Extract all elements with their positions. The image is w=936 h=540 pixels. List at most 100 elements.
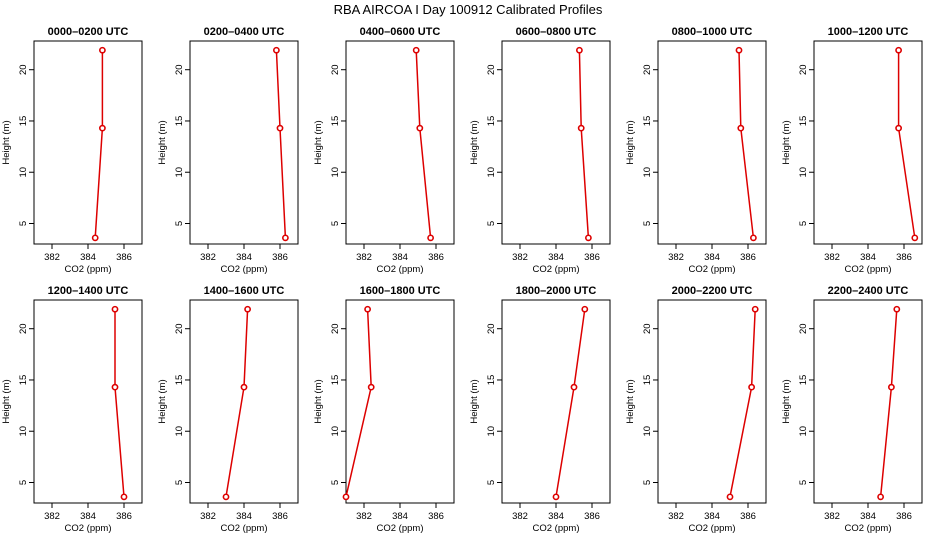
plot-frame <box>813 299 923 504</box>
series-line <box>555 309 586 497</box>
data-point <box>888 383 895 391</box>
data-point <box>911 234 919 242</box>
x-axis-label: CO2 (ppm) <box>533 523 580 534</box>
panel-title: 2200–2400 UTC <box>828 285 909 297</box>
y-tick-label: 5 <box>174 480 185 485</box>
y-tick-label: 10 <box>18 426 29 437</box>
y-tick-label: 5 <box>330 221 341 226</box>
x-axis-label: CO2 (ppm) <box>377 523 424 534</box>
y-tick-label: 20 <box>18 323 29 334</box>
series-line <box>879 309 898 497</box>
y-axis-label: Height (m) <box>1 120 12 164</box>
data-point <box>577 124 585 132</box>
y-tick-label: 5 <box>486 221 497 226</box>
panel-title: 1600–1800 UTC <box>360 285 441 297</box>
x-tick-label: 384 <box>548 252 564 263</box>
plot-frame <box>189 40 299 245</box>
x-tick-label: 386 <box>116 511 132 522</box>
profile-panel: 0600–0800 UTC 382 384 386 CO2 (ppm) 5 10 15 20 He… <box>469 26 611 275</box>
y-tick-label: 15 <box>642 375 653 386</box>
x-axis-label: CO2 (ppm) <box>845 264 892 275</box>
y-tick-label: 15 <box>174 116 185 127</box>
panel-title: 1000–1200 UTC <box>828 26 909 38</box>
data-point <box>272 46 280 54</box>
x-tick-label: 386 <box>896 252 912 263</box>
panel-title: 1200–1400 UTC <box>48 285 129 297</box>
x-tick-label: 382 <box>824 252 840 263</box>
y-axis-label: Height (m) <box>625 379 636 423</box>
profile-panel: 0800–1000 UTC 382 384 386 CO2 (ppm) 5 10 15 20 He… <box>625 26 767 275</box>
series-line <box>729 309 756 497</box>
data-point <box>750 234 757 242</box>
y-tick-label: 15 <box>174 375 185 386</box>
plot-frame <box>657 299 767 504</box>
panels-grid: 0000–0200 UTC 382 384 386 CO2 (ppm) 5 10 15 20 He… <box>1 26 923 534</box>
x-tick-label: 384 <box>392 252 408 263</box>
y-tick-label: 15 <box>18 116 29 127</box>
x-tick-label: 382 <box>824 511 840 522</box>
y-tick-label: 20 <box>798 323 809 334</box>
y-tick-label: 15 <box>798 375 809 386</box>
y-axis-label: Height (m) <box>781 379 792 423</box>
plot-frame <box>657 40 767 245</box>
data-point <box>416 124 424 132</box>
x-tick-label: 382 <box>356 511 372 522</box>
data-point <box>111 383 119 391</box>
data-point <box>342 493 350 501</box>
x-tick-label: 386 <box>740 252 756 263</box>
plot-frame <box>813 40 923 245</box>
data-point <box>735 46 743 54</box>
y-tick-label: 20 <box>174 323 185 334</box>
y-tick-label: 5 <box>330 480 341 485</box>
profile-panel: 1200–1400 UTC 382 384 386 CO2 (ppm) 5 10 15 20 He… <box>1 285 143 534</box>
profile-panel: 2000–2200 UTC 382 384 386 CO2 (ppm) 5 10 15 20 He… <box>625 285 767 534</box>
y-tick-label: 5 <box>174 221 185 226</box>
data-point <box>244 305 251 313</box>
data-point <box>412 46 420 54</box>
y-tick-label: 20 <box>174 64 185 75</box>
profile-panel: 0000–0200 UTC 382 384 386 CO2 (ppm) 5 10 15 20 He… <box>1 26 143 275</box>
x-tick-label: 382 <box>512 252 528 263</box>
y-tick-label: 20 <box>798 64 809 75</box>
profile-panel: 1800–2000 UTC 382 384 386 CO2 (ppm) 5 10 15 20 He… <box>469 285 611 534</box>
x-tick-label: 382 <box>668 511 684 522</box>
y-tick-label: 15 <box>330 116 341 127</box>
data-point <box>240 383 248 391</box>
y-axis-label: Height (m) <box>157 120 168 164</box>
y-tick-label: 5 <box>18 221 29 226</box>
y-axis-label: Height (m) <box>1 379 12 423</box>
plot-frame <box>345 40 455 245</box>
x-tick-label: 386 <box>272 252 288 263</box>
data-point <box>570 383 578 391</box>
y-tick-label: 15 <box>798 116 809 127</box>
y-tick-label: 20 <box>642 323 653 334</box>
y-tick-label: 10 <box>486 167 497 178</box>
y-tick-label: 20 <box>330 64 341 75</box>
plot-frame <box>33 40 143 245</box>
y-tick-label: 15 <box>642 116 653 127</box>
figure-title: RBA AIRCOA I Day 100912 Calibrated Profi… <box>334 2 603 17</box>
data-point <box>552 493 560 501</box>
y-tick-label: 15 <box>486 375 497 386</box>
profile-panel: 0400–0600 UTC 382 384 386 CO2 (ppm) 5 10 15 20 He… <box>313 26 455 275</box>
y-axis-label: Height (m) <box>313 379 324 423</box>
x-tick-label: 382 <box>44 511 60 522</box>
panel-title: 0000–0200 UTC <box>48 26 129 38</box>
y-axis-label: Height (m) <box>625 120 636 164</box>
x-tick-label: 386 <box>116 252 132 263</box>
data-point <box>120 493 128 501</box>
y-tick-label: 10 <box>798 167 809 178</box>
y-axis-label: Height (m) <box>157 379 168 423</box>
x-tick-label: 384 <box>860 252 876 263</box>
x-tick-label: 384 <box>236 511 252 522</box>
x-axis-label: CO2 (ppm) <box>221 264 268 275</box>
x-tick-label: 384 <box>236 252 252 263</box>
x-axis-label: CO2 (ppm) <box>65 264 112 275</box>
y-tick-label: 5 <box>798 221 809 226</box>
series-line <box>114 309 125 497</box>
x-tick-label: 386 <box>428 511 444 522</box>
x-tick-label: 384 <box>704 252 720 263</box>
data-point <box>281 234 289 242</box>
data-point <box>427 234 434 242</box>
x-axis-label: CO2 (ppm) <box>221 523 268 534</box>
